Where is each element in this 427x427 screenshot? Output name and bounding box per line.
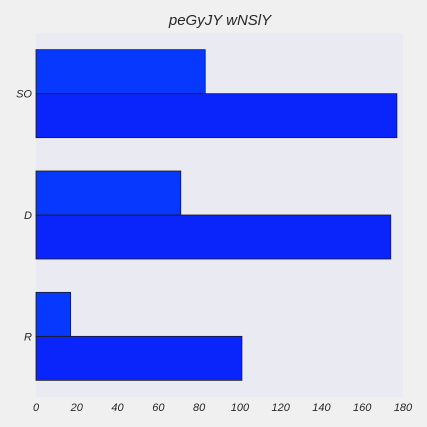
x-tick-label: 100 <box>231 402 250 414</box>
x-tick-label: 140 <box>312 402 331 414</box>
x-tick-label: 160 <box>353 402 372 414</box>
bar-d-series-2 <box>35 170 182 216</box>
bar-d-series-1 <box>35 214 392 260</box>
x-tick-label: 180 <box>394 402 413 414</box>
x-tick-label: 40 <box>111 402 124 414</box>
bar-so-series-1 <box>35 93 398 139</box>
bar-r-series-1 <box>35 335 243 381</box>
x-tick-label: 0 <box>33 402 40 414</box>
chart-title: peGyJY wNSlY <box>168 12 272 29</box>
bar-r-series-2 <box>35 291 72 337</box>
y-tick-label: SO <box>16 89 32 101</box>
y-tick-label: D <box>24 210 32 222</box>
bar-so-series-2 <box>35 49 206 95</box>
x-tick-label: 60 <box>152 402 165 414</box>
x-tick-label: 20 <box>70 402 84 414</box>
x-tick-label: 120 <box>271 402 290 414</box>
y-tick-label: R <box>24 331 32 343</box>
x-tick-label: 80 <box>193 402 206 414</box>
